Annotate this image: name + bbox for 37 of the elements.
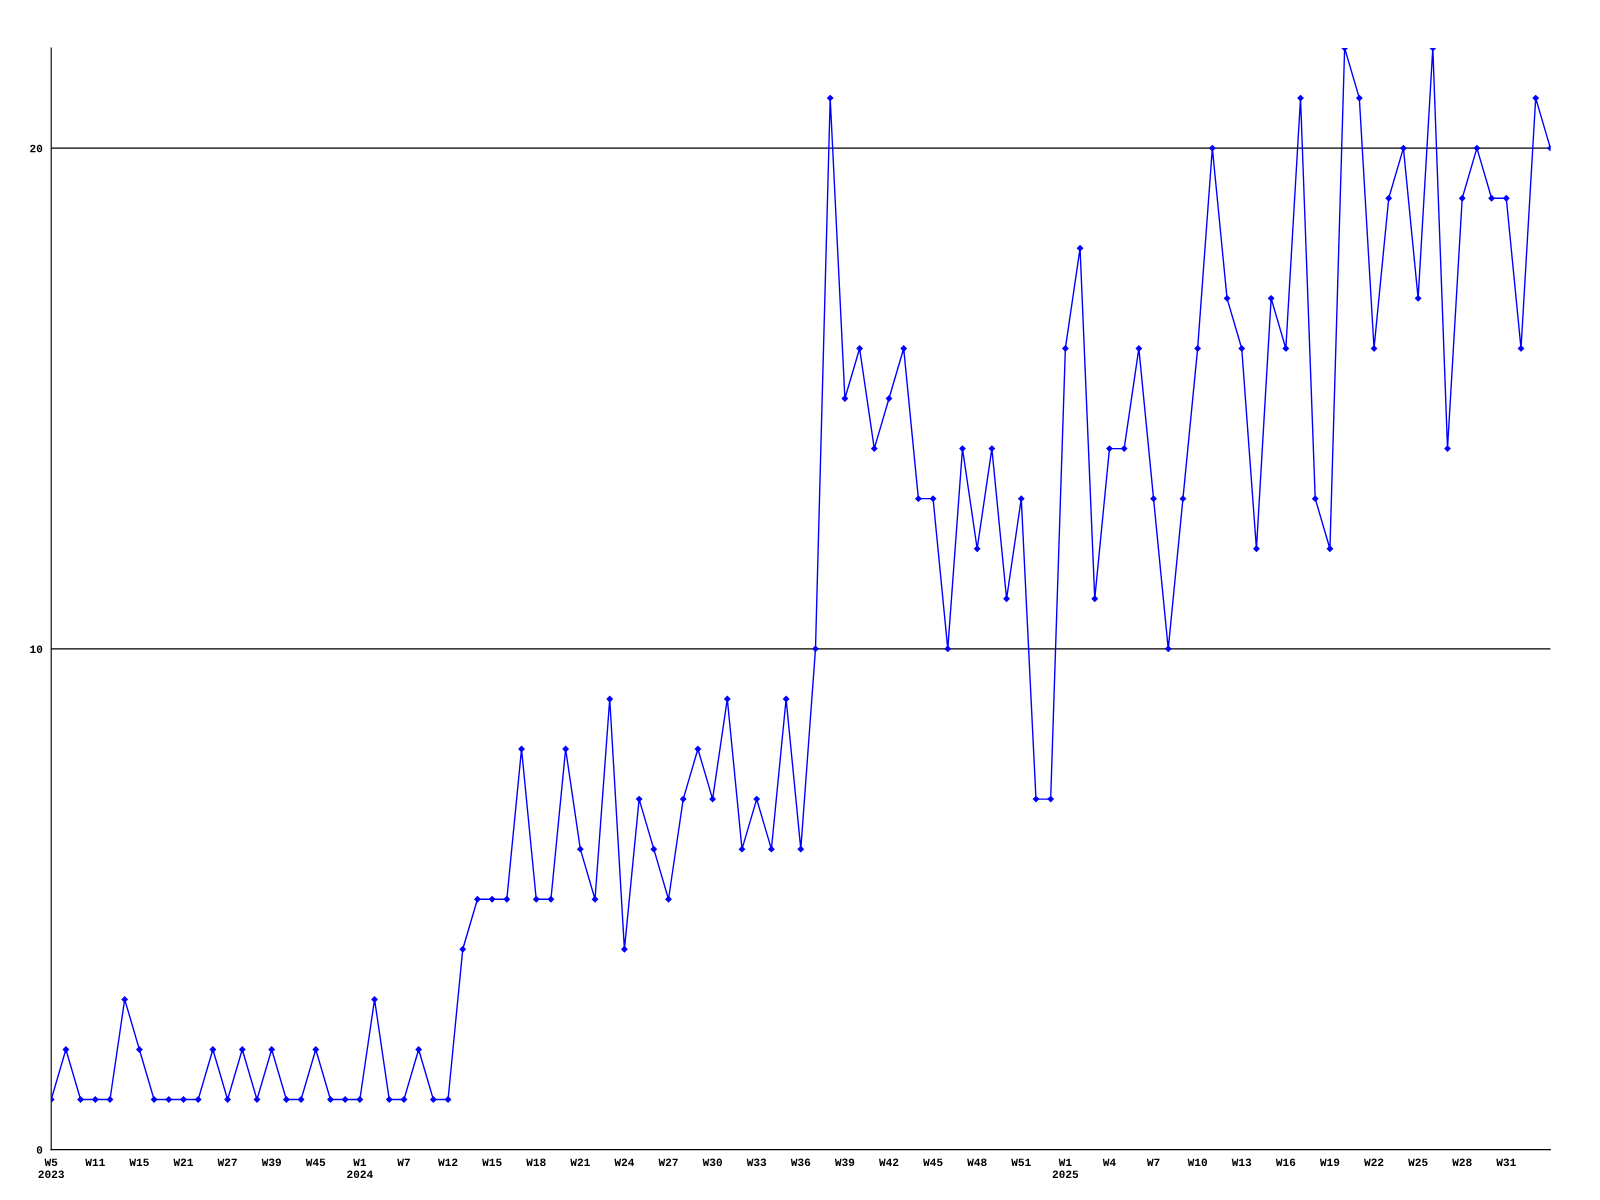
x-tick-label: W18 — [526, 1158, 546, 1167]
x-tick-label: W36 — [790, 1158, 811, 1167]
x-tick-label: W25 — [1408, 1158, 1428, 1167]
x-tick-label: W33 — [746, 1158, 767, 1167]
x-tick-label: W31 — [1496, 1158, 1516, 1167]
y-tick-label: 10 — [30, 645, 43, 654]
x-tick-label: W1 2025 — [1052, 1158, 1079, 1179]
y-tick-label: 20 — [30, 144, 43, 153]
x-tick-label: W39 — [261, 1158, 281, 1167]
x-tick-label: W21 — [173, 1158, 194, 1166]
x-tick-label: W5 2023 — [38, 1158, 64, 1179]
x-tick-label: W24 — [614, 1158, 635, 1166]
x-tick-label: W39 — [834, 1158, 855, 1167]
x-tick-label: W42 — [878, 1158, 899, 1166]
x-tick-label: W1 2024 — [347, 1158, 373, 1179]
x-tick-label: W15 — [129, 1158, 149, 1167]
x-tick-label: W51 — [1011, 1158, 1031, 1167]
x-tick-label: W4 — [1102, 1158, 1116, 1166]
x-tick-label: W16 — [1275, 1158, 1296, 1167]
x-tick-label: W10 — [1187, 1158, 1208, 1167]
x-tick-label: W21 — [570, 1158, 590, 1166]
x-tick-label: W11 — [85, 1158, 105, 1166]
x-tick-label: W19 — [1319, 1158, 1340, 1167]
x-tick-label: W30 — [702, 1158, 722, 1167]
x-tick-label: W7 — [1146, 1158, 1160, 1166]
y-tick-label: 0 — [36, 1146, 43, 1154]
x-tick-label: W28 — [1452, 1158, 1472, 1167]
x-tick-label: W15 — [482, 1158, 502, 1167]
x-tick-label: W22 — [1364, 1158, 1384, 1166]
x-tick-label: W45 — [923, 1158, 943, 1167]
x-tick-label: W45 — [305, 1158, 326, 1167]
x-tick-label: W12 — [438, 1158, 458, 1166]
x-tick-label: W27 — [217, 1158, 237, 1166]
x-tick-label: W27 — [658, 1158, 678, 1166]
x-tick-label: W48 — [967, 1158, 987, 1167]
x-tick-label: W7 — [397, 1158, 410, 1166]
x-tick-label: W13 — [1231, 1158, 1252, 1167]
